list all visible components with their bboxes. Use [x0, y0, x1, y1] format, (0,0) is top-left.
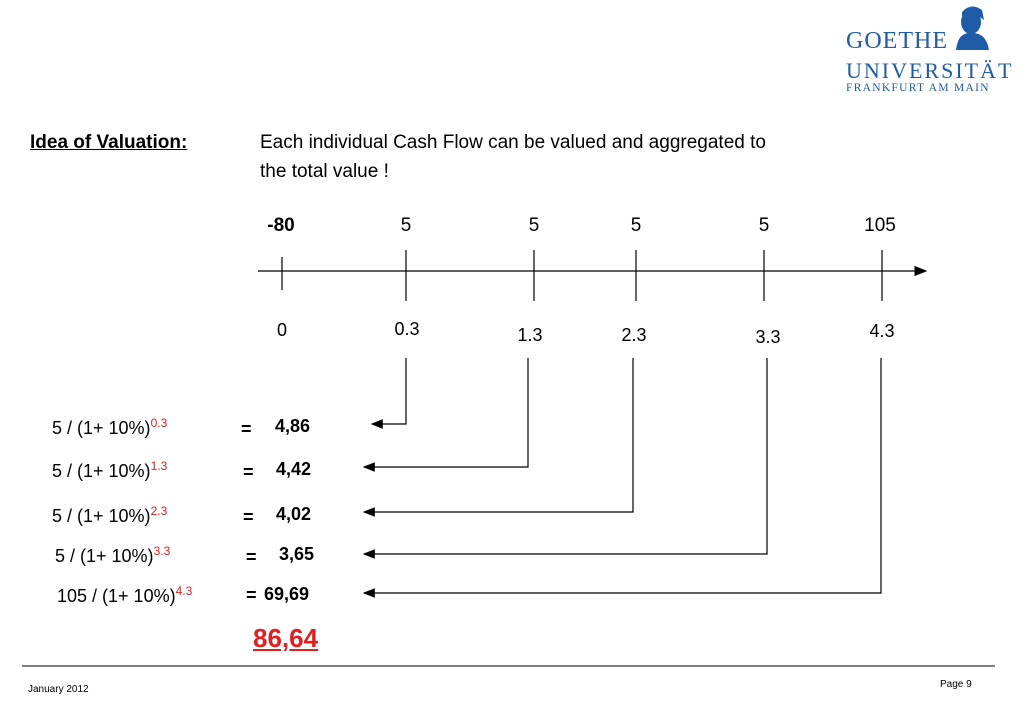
connector-arrow-5 — [362, 358, 882, 598]
time-label-3: 2.3 — [621, 325, 647, 345]
time-label-4: 3.3 — [755, 327, 781, 347]
formula-1: 5 / (1+ 10%)0.3 — [52, 416, 167, 439]
formula-1-exponent: 0.3 — [150, 416, 168, 430]
formula-5-base: 105 / (1+ 10%) — [57, 586, 176, 606]
logo-line-universitaet: UNIVERSITÄT — [846, 58, 1014, 83]
formula-2-exponent: 1.3 — [150, 459, 168, 473]
footer-page-number: Page 9 — [940, 679, 972, 690]
connector-arrow-3 — [362, 358, 634, 517]
formula-1-base: 5 / (1+ 10%) — [52, 418, 151, 438]
time-label-5: 4.3 — [869, 321, 895, 341]
formula-4-value: 3,65 — [279, 544, 315, 564]
total-value: 86,64 — [253, 623, 319, 653]
formula-3-exponent: 2.3 — [150, 504, 168, 518]
connector-arrow-4 — [362, 358, 768, 559]
formula-4-exponent: 3.3 — [153, 544, 171, 558]
formula-3-equals: = — [243, 507, 254, 527]
formula-1-equals: = — [241, 419, 252, 439]
connector-arrow-1 — [370, 358, 407, 429]
formula-2: 5 / (1+ 10%)1.3 — [52, 459, 167, 482]
formula-5-value: 69,69 — [264, 584, 310, 604]
formula-3-base: 5 / (1+ 10%) — [52, 506, 151, 526]
intro-line-2: the total value ! — [260, 161, 389, 182]
formula-2-equals: = — [243, 462, 254, 482]
formula-4-base: 5 / (1+ 10%) — [55, 546, 154, 566]
connector-arrow-2 — [362, 358, 529, 472]
cash-flow-3: 5 — [630, 215, 642, 236]
logo-line-frankfurt: FRANKFURT AM MAIN — [846, 82, 990, 94]
formula-3: 5 / (1+ 10%)2.3 — [52, 504, 167, 527]
cash-flow-0: -80 — [267, 215, 295, 236]
formula-5-equals: = — [246, 585, 257, 605]
formula-5: 105 / (1+ 10%)4.3 — [57, 584, 192, 607]
formula-2-base: 5 / (1+ 10%) — [52, 461, 151, 481]
slide-heading: Idea of Valuation: — [30, 132, 188, 153]
formula-4-equals: = — [246, 547, 257, 567]
cash-flow-5: 105 — [864, 215, 896, 236]
intro-line-1: Each individual Cash Flow can be valued … — [260, 132, 766, 153]
cash-flow-1: 5 — [400, 215, 412, 236]
time-label-2: 1.3 — [517, 325, 543, 345]
logo-line-goethe: GOETHE — [846, 28, 948, 54]
cash-flow-4: 5 — [758, 215, 770, 236]
formula-3-value: 4,02 — [276, 504, 312, 524]
formula-5-exponent: 4.3 — [175, 584, 193, 598]
time-label-0: 0 — [276, 320, 288, 340]
cash-flow-2: 5 — [528, 215, 540, 236]
formula-4: 5 / (1+ 10%)3.3 — [55, 544, 170, 567]
footer-date: January 2012 — [28, 684, 89, 695]
formula-1-value: 4,86 — [275, 416, 311, 436]
time-label-1: 0.3 — [394, 319, 420, 339]
formula-2-value: 4,42 — [276, 459, 312, 479]
